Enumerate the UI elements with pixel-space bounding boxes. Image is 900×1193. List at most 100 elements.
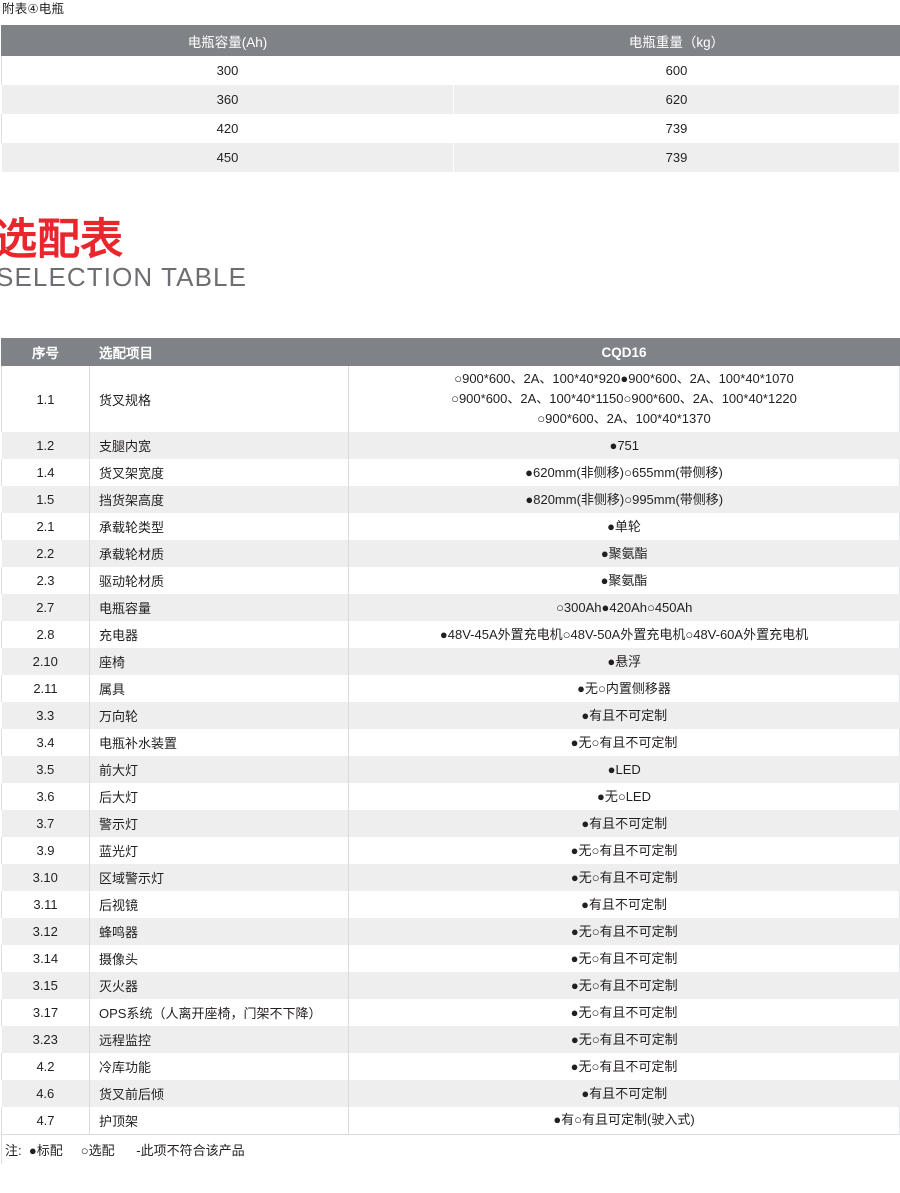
selection-row-no: 2.3 <box>1 567 90 594</box>
selection-row-no: 3.23 <box>1 1026 90 1053</box>
table-row: 3.7 警示灯 ●有且不可定制 <box>1 810 900 837</box>
battery-capacity-cell: 420 <box>1 114 454 143</box>
battery-col-capacity: 电瓶容量(Ah) <box>1 25 454 56</box>
selection-row-no: 1.2 <box>1 432 90 459</box>
table-row: 3.3 万向轮 ●有且不可定制 <box>1 702 900 729</box>
selection-row-value: ●有且不可定制 <box>348 891 900 918</box>
selection-row-item: 货叉前后倾 <box>89 1080 349 1107</box>
table-row: 3.10 区域警示灯 ●无○有且不可定制 <box>1 864 900 891</box>
selection-row-item: 充电器 <box>89 621 349 648</box>
selection-table-header-row: 序号 选配项目 CQD16 <box>1 338 900 366</box>
table-row: 1.5 挡货架高度 ●820mm(非侧移)○995mm(带侧移) <box>1 486 900 513</box>
selection-row-no: 2.8 <box>1 621 90 648</box>
selection-row-no: 3.7 <box>1 810 90 837</box>
selection-row-item: 驱动轮材质 <box>89 567 349 594</box>
selection-row-value: ●有且不可定制 <box>348 1080 900 1107</box>
table-row: 450 739 <box>1 143 900 172</box>
battery-table: 电瓶容量(Ah) 电瓶重量（kg） 300 600 360 620 420 739 450 7… <box>1 25 900 172</box>
selection-row-value: ●无○有且不可定制 <box>348 945 900 972</box>
selection-row-value: ●无○有且不可定制 <box>348 999 900 1026</box>
selection-row-value: ○900*600、2A、100*40*920●900*600、2A、100*40… <box>348 366 900 432</box>
selection-row-item: 电瓶补水装置 <box>89 729 349 756</box>
table-row: 4.6 货叉前后倾 ●有且不可定制 <box>1 1080 900 1107</box>
selection-row-no: 4.7 <box>1 1107 90 1134</box>
table-row: 4.7 护顶架 ●有○有且可定制(驶入式) <box>1 1107 900 1134</box>
selection-row-item: 护顶架 <box>89 1107 349 1134</box>
selection-row-no: 3.14 <box>1 945 90 972</box>
table-row: 3.4 电瓶补水装置 ●无○有且不可定制 <box>1 729 900 756</box>
table-row: 3.15 灭火器 ●无○有且不可定制 <box>1 972 900 999</box>
battery-capacity-cell: 450 <box>1 143 454 172</box>
selection-col-model: CQD16 <box>348 338 900 366</box>
selection-footnote: 注: ●标配 ○选配 -此项不符合该产品 <box>1 1133 900 1164</box>
table-row: 360 620 <box>1 85 900 114</box>
selection-row-item: 货叉架宽度 <box>89 459 349 486</box>
selection-row-item: 前大灯 <box>89 756 349 783</box>
table-row: 3.23 远程监控 ●无○有且不可定制 <box>1 1026 900 1053</box>
table-row: 3.12 蜂鸣器 ●无○有且不可定制 <box>1 918 900 945</box>
battery-weight-cell: 739 <box>453 114 900 143</box>
selection-row-item: 后视镜 <box>89 891 349 918</box>
selection-footnote-row: 注: ●标配 ○选配 -此项不符合该产品 <box>1 1133 900 1164</box>
selection-row-no: 3.15 <box>1 972 90 999</box>
table-row: 3.6 后大灯 ●无○LED <box>1 783 900 810</box>
battery-col-weight: 电瓶重量（kg） <box>453 25 900 56</box>
selection-row-no: 1.4 <box>1 459 90 486</box>
selection-col-no: 序号 <box>1 338 90 366</box>
selection-row-value: ●无○有且不可定制 <box>348 1053 900 1080</box>
selection-row-no: 1.5 <box>1 486 90 513</box>
table-row: 3.11 后视镜 ●有且不可定制 <box>1 891 900 918</box>
section-heading: 选配表 SELECTION TABLE <box>0 216 247 293</box>
battery-capacity-cell: 300 <box>1 56 454 85</box>
battery-capacity-cell: 360 <box>1 85 454 114</box>
table-row: 3.9 蓝光灯 ●无○有且不可定制 <box>1 837 900 864</box>
selection-row-value: ●无○有且不可定制 <box>348 972 900 999</box>
table-row: 1.2 支腿内宽 ●751 <box>1 432 900 459</box>
table-row: 3.17 OPS系统（人离开座椅，门架不下降） ●无○有且不可定制 <box>1 999 900 1026</box>
selection-row-no: 3.10 <box>1 864 90 891</box>
appendix-caption: 附表④电瓶 <box>2 2 65 16</box>
table-row: 3.14 摄像头 ●无○有且不可定制 <box>1 945 900 972</box>
selection-row-value: ●有且不可定制 <box>348 702 900 729</box>
selection-row-no: 2.10 <box>1 648 90 675</box>
table-row: 2.8 充电器 ●48V-45A外置充电机○48V-50A外置充电机○48V-60A… <box>1 621 900 648</box>
selection-row-item: 货叉规格 <box>89 366 349 432</box>
selection-row-value: ●无○内置侧移器 <box>348 675 900 702</box>
selection-row-value: ●有○有且可定制(驶入式) <box>348 1107 900 1134</box>
selection-row-value: ●820mm(非侧移)○995mm(带侧移) <box>348 486 900 513</box>
selection-row-no: 2.11 <box>1 675 90 702</box>
selection-row-value: ●无○LED <box>348 783 900 810</box>
selection-row-no: 1.1 <box>1 366 90 432</box>
selection-row-value: ●48V-45A外置充电机○48V-50A外置充电机○48V-60A外置充电机 <box>348 621 900 648</box>
selection-row-value: ●无○有且不可定制 <box>348 864 900 891</box>
selection-row-value: ●620mm(非侧移)○655mm(带侧移) <box>348 459 900 486</box>
table-row: 420 739 <box>1 114 900 143</box>
table-row: 4.2 冷库功能 ●无○有且不可定制 <box>1 1053 900 1080</box>
selection-row-item: 远程监控 <box>89 1026 349 1053</box>
selection-row-item: 冷库功能 <box>89 1053 349 1080</box>
selection-row-no: 3.3 <box>1 702 90 729</box>
selection-row-value: ●悬浮 <box>348 648 900 675</box>
selection-row-item: OPS系统（人离开座椅，门架不下降） <box>89 999 349 1026</box>
selection-row-no: 2.2 <box>1 540 90 567</box>
table-row: 2.1 承载轮类型 ●单轮 <box>1 513 900 540</box>
table-row: 2.3 驱动轮材质 ●聚氨酯 <box>1 567 900 594</box>
selection-row-item: 支腿内宽 <box>89 432 349 459</box>
selection-row-item: 警示灯 <box>89 810 349 837</box>
selection-row-item: 承载轮材质 <box>89 540 349 567</box>
table-row: 1.4 货叉架宽度 ●620mm(非侧移)○655mm(带侧移) <box>1 459 900 486</box>
section-title-en: SELECTION TABLE <box>0 262 248 292</box>
selection-row-no: 4.2 <box>1 1053 90 1080</box>
selection-row-item: 万向轮 <box>89 702 349 729</box>
selection-row-item: 蜂鸣器 <box>89 918 349 945</box>
selection-row-value: ●无○有且不可定制 <box>348 837 900 864</box>
table-row: 2.2 承载轮材质 ●聚氨酯 <box>1 540 900 567</box>
selection-row-no: 2.7 <box>1 594 90 621</box>
selection-row-item: 座椅 <box>89 648 349 675</box>
battery-weight-cell: 600 <box>453 56 900 85</box>
selection-row-no: 3.11 <box>1 891 90 918</box>
selection-table: 序号 选配项目 CQD16 1.1 货叉规格 ○900*600、2A、100*40*… <box>1 338 900 1164</box>
battery-weight-cell: 739 <box>453 143 900 172</box>
selection-row-no: 3.9 <box>1 837 90 864</box>
